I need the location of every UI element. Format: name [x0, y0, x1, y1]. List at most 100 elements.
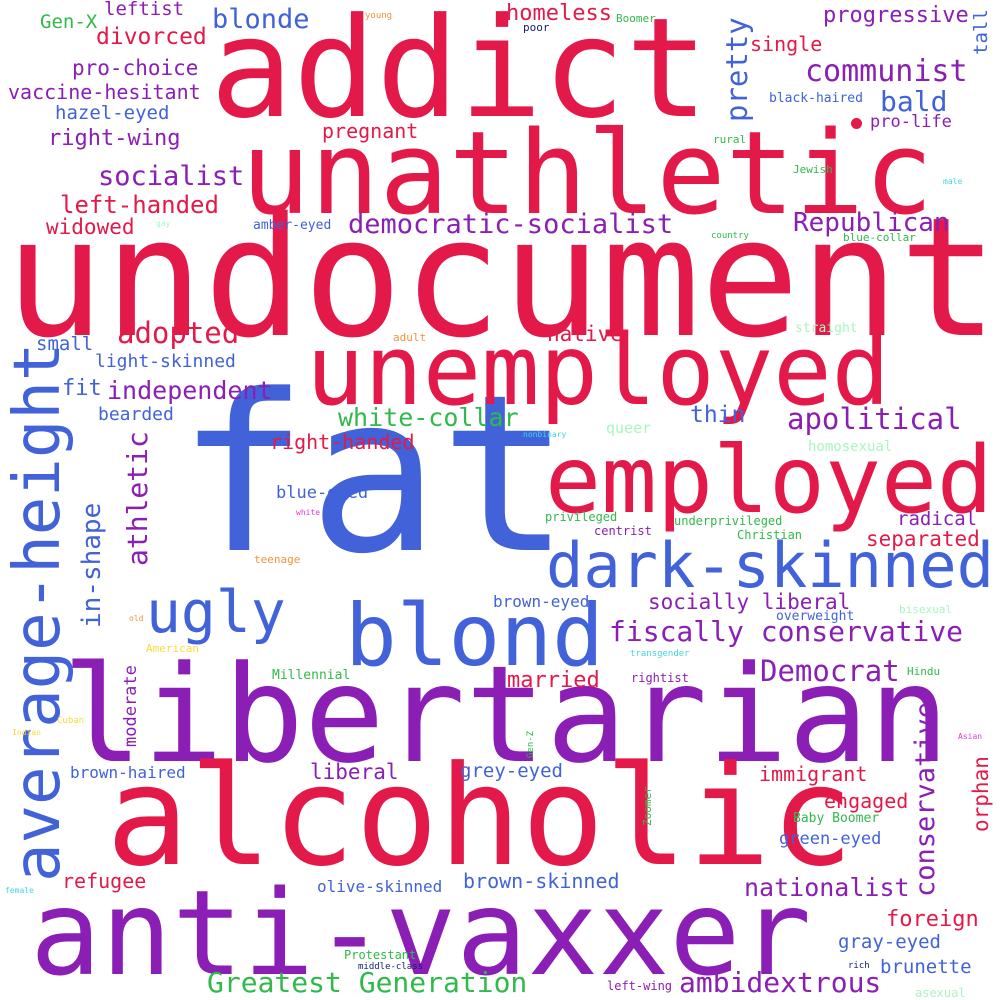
- word-white: white: [296, 508, 321, 517]
- word-blue-collar: blue-collar: [843, 231, 916, 244]
- word-old: old: [129, 614, 144, 623]
- word-homosexual: homosexual: [808, 439, 893, 455]
- word-gen-x: Gen-X: [40, 11, 98, 33]
- word-communist: communist: [805, 54, 968, 89]
- word-employed: employed: [545, 426, 993, 534]
- word-asian: Asian: [958, 732, 983, 741]
- word-nationalist: nationalist: [744, 873, 910, 902]
- word-middle-class: middle-class: [358, 962, 424, 972]
- word-moderate: moderate: [121, 665, 141, 747]
- word-fat: fat: [177, 349, 571, 602]
- word-orphan: orphan: [969, 756, 993, 832]
- word-widowed: widowed: [46, 215, 135, 239]
- word-foreign: foreign: [886, 907, 979, 932]
- word-blonde: blonde: [212, 4, 310, 35]
- word-homeless: homeless: [506, 1, 612, 26]
- word-tall: tall: [970, 9, 992, 55]
- word-ambidextrous: ambidextrous: [679, 966, 882, 999]
- word-light-skinned: light-skinned: [95, 351, 236, 372]
- word-republican: Republican: [793, 208, 950, 238]
- word-adult: adult: [393, 331, 427, 344]
- word-vaccine-hesitant: vaccine-hesitant: [8, 80, 201, 104]
- word-underprivileged: underprivileged: [674, 514, 783, 528]
- word-christian: Christian: [737, 528, 803, 542]
- word-young: young: [365, 11, 393, 21]
- word-right-handed: right-handed: [270, 430, 415, 454]
- word-native: native: [547, 322, 623, 346]
- word-average-height: average-height: [1, 342, 75, 882]
- word-brown-eyed: brown-eyed: [493, 592, 590, 611]
- word-greatest-generation: Greatest Generation: [207, 966, 528, 999]
- word-bearded: bearded: [98, 404, 174, 425]
- word-socially-liberal: socially liberal: [648, 590, 851, 614]
- word-left-wing: left-wing: [607, 979, 673, 993]
- word-transgender: transgender: [630, 649, 690, 659]
- word-pregnant: pregnant: [322, 119, 419, 143]
- word-gen-z: Gen-Z: [526, 730, 536, 758]
- word-poor: poor: [523, 21, 550, 34]
- word-millennial: Millennial: [272, 668, 351, 683]
- word-alcoholic: alcoholic: [106, 736, 854, 897]
- word-grey-eyed: grey-eyed: [460, 760, 563, 782]
- word-asexual: asexual: [915, 986, 966, 1000]
- word-cuban: Cuban: [57, 716, 85, 726]
- word-apolitical: apolitical: [787, 402, 962, 436]
- word-thin: thin: [690, 402, 746, 428]
- word-pretty: pretty: [720, 17, 754, 122]
- word-socialist: socialist: [98, 161, 245, 192]
- word-anti-vaxxer: anti-vaxxer: [30, 864, 812, 1000]
- word-athletic: athletic: [121, 431, 154, 566]
- word-blond: blond: [345, 586, 604, 686]
- word-right-wing: right-wing: [48, 126, 181, 151]
- word-male: male: [943, 177, 963, 186]
- word-liberal: liberal: [310, 760, 399, 784]
- word-independent: independent: [107, 376, 273, 405]
- word-democrat: Democrat: [760, 654, 900, 688]
- word-nonbinary: nonbinary: [523, 430, 567, 439]
- word-democratic-socialist: democratic-socialist: [348, 209, 674, 240]
- word-amber-eyed: amber-eyed: [253, 218, 332, 233]
- word-indian: Indian: [12, 728, 41, 737]
- word-bald: bald: [880, 85, 948, 118]
- word-white-collar: white-collar: [338, 403, 519, 432]
- word-adopted: adopted: [117, 316, 240, 350]
- word-rightist: rightist: [631, 671, 689, 685]
- word-american: American: [146, 642, 199, 655]
- word-immigrant: immigrant: [759, 762, 868, 786]
- word-female: female: [5, 886, 34, 895]
- word-rich: rich: [848, 961, 870, 971]
- word-boomer: Boomer: [616, 12, 656, 25]
- word-unathletic: unathletic: [241, 107, 934, 241]
- word-married: married: [507, 668, 600, 693]
- word-blue-eyed: blue-eyed: [276, 483, 369, 503]
- word-divorced: divorced: [96, 24, 207, 50]
- word-green-eyed: green-eyed: [779, 829, 882, 849]
- word-bisexual: bisexual: [899, 603, 952, 616]
- word-hindu: Hindu: [907, 665, 941, 678]
- word-fit: fit: [62, 376, 102, 401]
- word-black-haired: black-haired: [769, 91, 863, 106]
- word-libertarian: libertarian: [62, 637, 950, 793]
- word-olive-skinned: olive-skinned: [317, 877, 443, 896]
- word-brown-skinned: brown-skinned: [463, 869, 620, 893]
- word-undocumented: undocumented: [5, 182, 1000, 374]
- word-small: small: [36, 333, 94, 355]
- word-gay: gay: [156, 219, 171, 228]
- word-queer: queer: [606, 419, 652, 437]
- word-overweight: overweight: [776, 609, 855, 624]
- word-conservative: conservative: [910, 701, 941, 897]
- word-protestant: Protestant: [344, 948, 417, 962]
- word-single: single: [750, 32, 823, 56]
- word-radical: radical: [897, 508, 978, 530]
- word-rural: rural: [713, 133, 747, 146]
- word-refugee: refugee: [62, 869, 147, 893]
- word-gray-eyed: gray-eyed: [838, 931, 941, 953]
- word-ugly: ugly: [146, 578, 286, 646]
- word-left-handed: left-handed: [60, 191, 219, 219]
- word-leftist: leftist: [104, 0, 185, 20]
- word-in-shape: in-shape: [77, 502, 107, 628]
- word-country: country: [711, 231, 749, 241]
- word-brown-haired: brown-haired: [70, 763, 186, 782]
- word-dark-skinned: dark-skinned: [546, 529, 994, 602]
- dot-mark: [851, 118, 862, 129]
